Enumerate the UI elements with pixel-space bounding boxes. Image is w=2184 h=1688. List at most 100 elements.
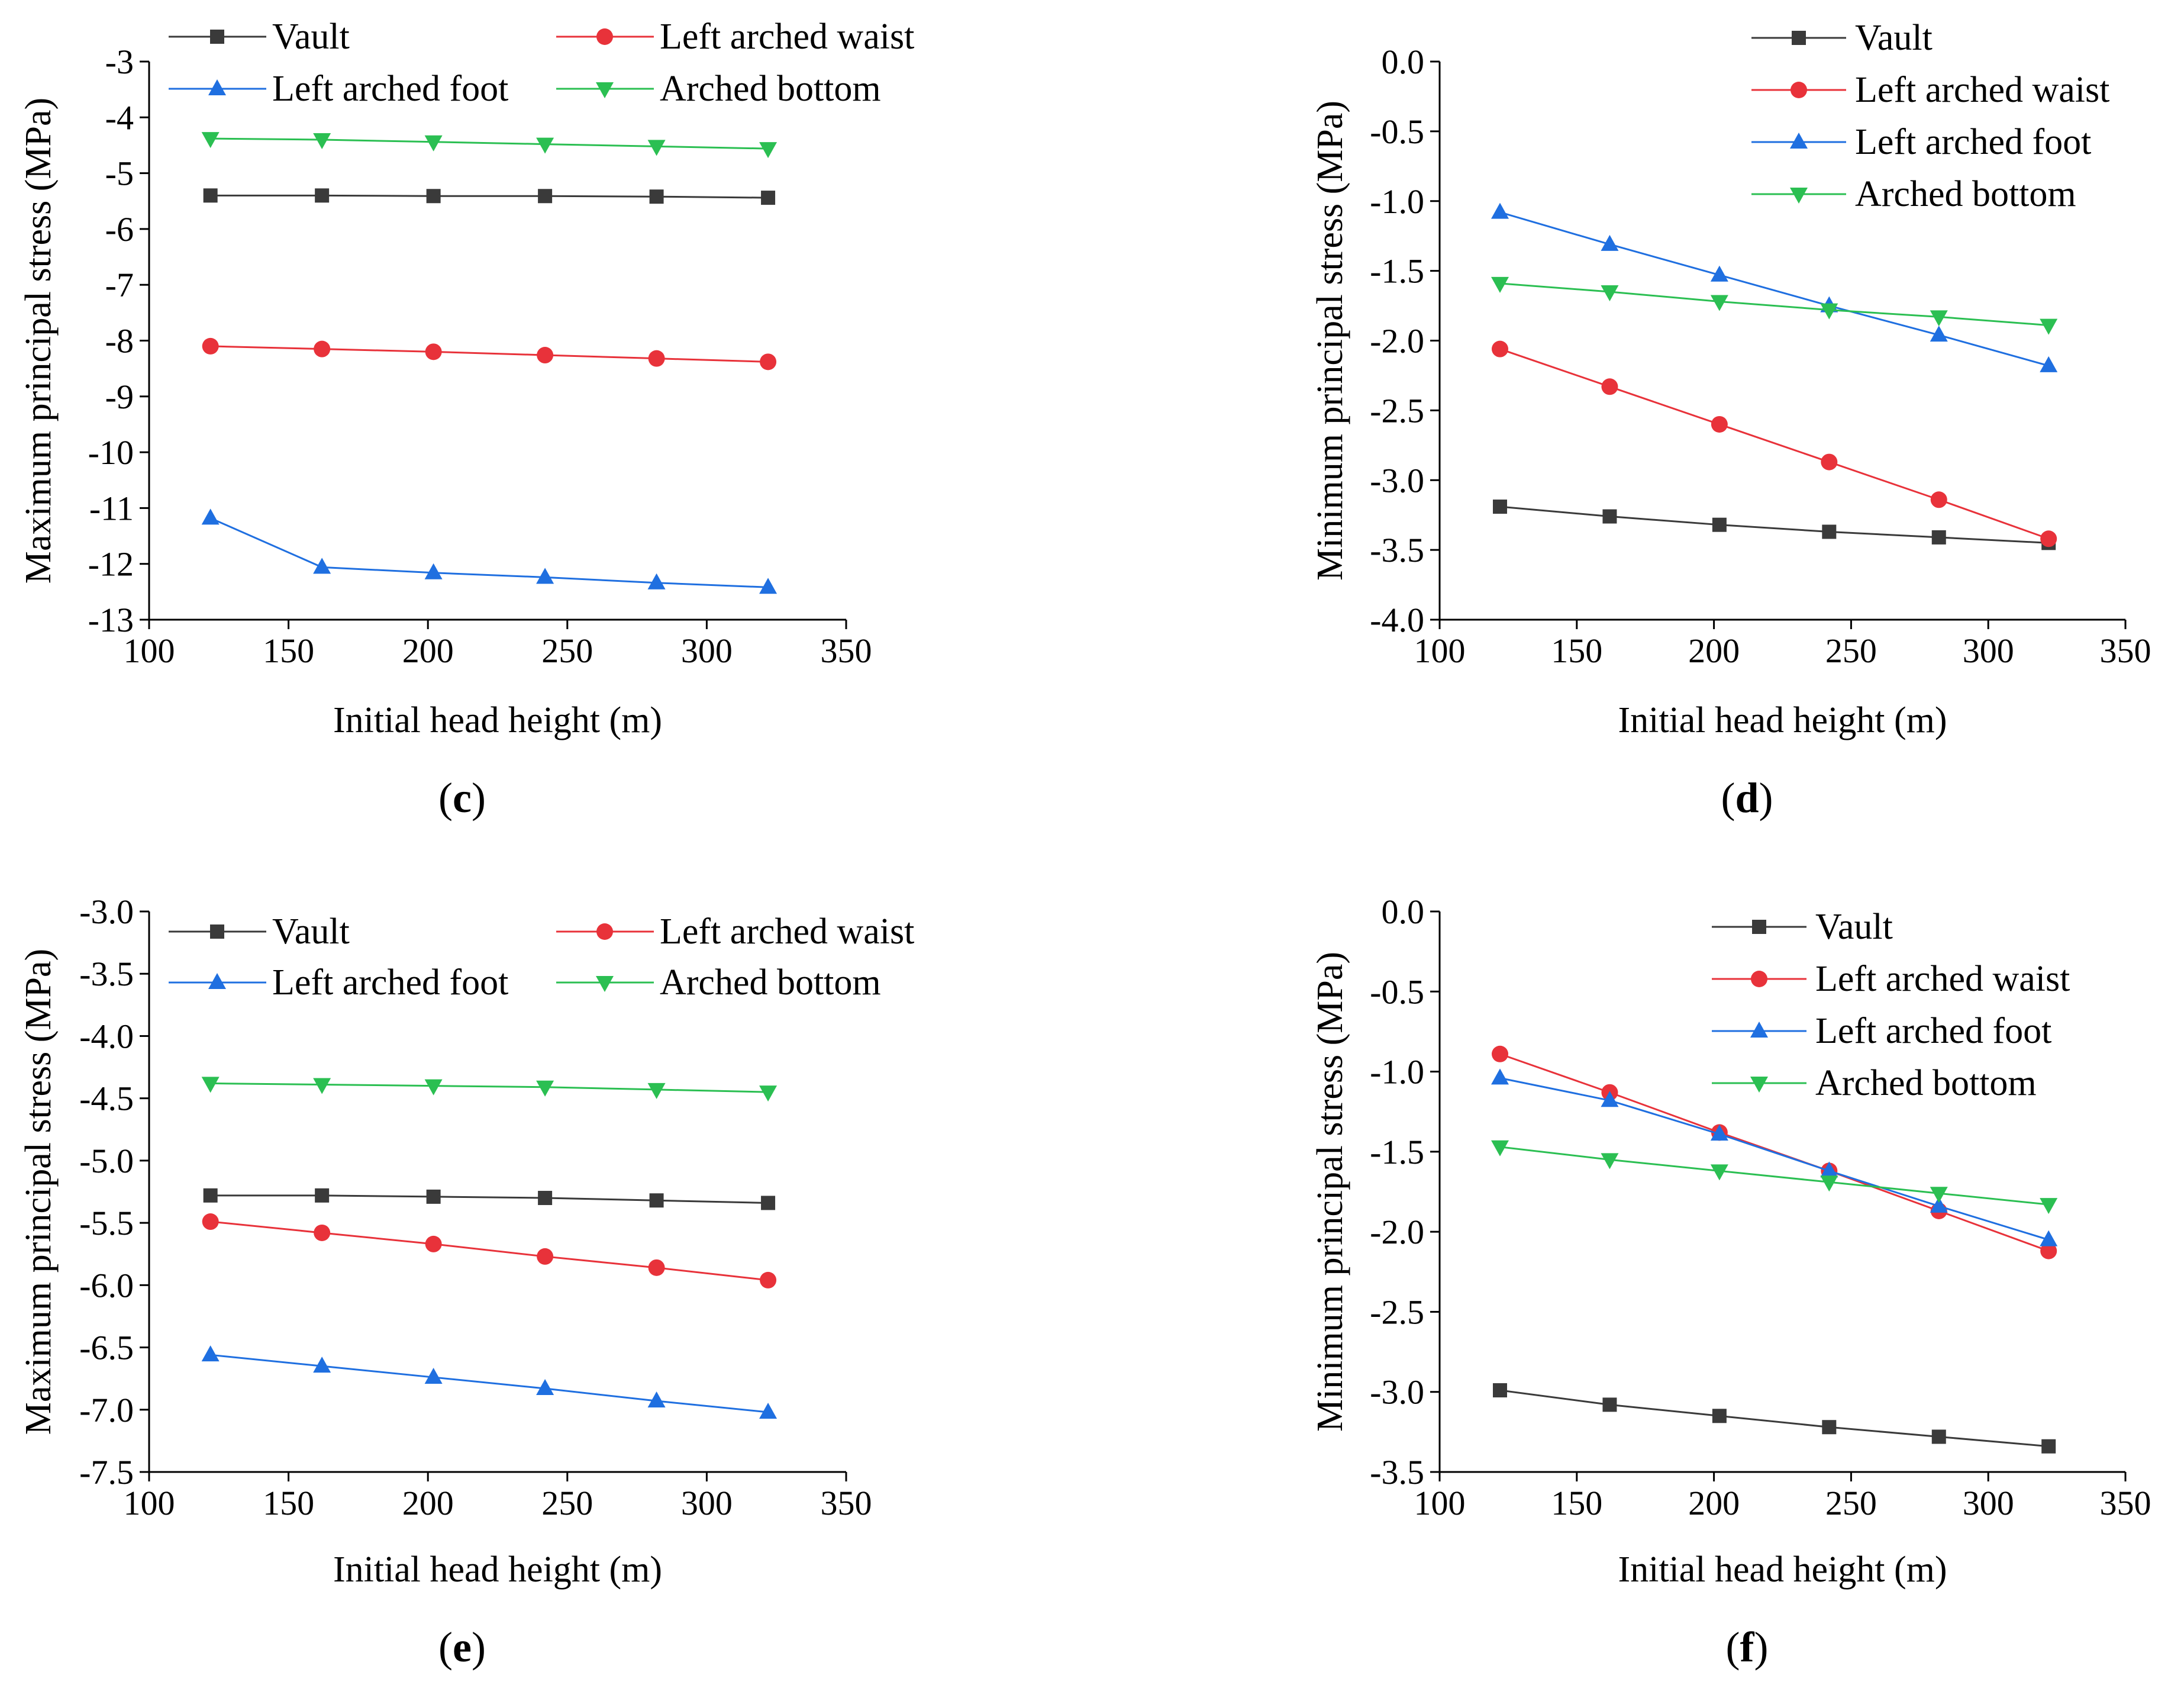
y-tick-label: -4.0 [1370,601,1424,639]
series-left-arched-waist [202,337,777,371]
data-point-arched-bottom [1930,310,1948,327]
data-point-left-arched-foot [647,573,666,589]
x-tick-label: 300 [681,632,733,670]
data-point-vault [1931,1429,1946,1444]
y-tick-label: -4.0 [79,1017,134,1055]
x-tick-label: 350 [821,1484,872,1522]
series-vault [1492,500,2056,550]
x-tick-label: 350 [2100,1484,2151,1522]
x-tick-label: 150 [1551,1484,1602,1522]
data-point-left-arched-foot [313,558,331,574]
data-point-arched-bottom [1930,1187,1948,1203]
legend-marker-left-arched-foot [208,79,226,95]
data-point-left-arched-waist [1711,415,1728,433]
chart-panel-d: 100 150 200 250 300 350 0.0 -0.5 -1.0 -1.5 -2.0 -2.… [1310,18,2151,822]
data-point-arched-bottom [2040,1198,2058,1215]
y-tick-label: -0.5 [1370,112,1424,151]
y-tick-label: -3 [105,43,134,81]
x-tick-label: 200 [402,632,454,670]
x-axis-title: Initial head height (m) [333,1550,662,1590]
data-point-left-arched-waist [1601,378,1618,395]
x-tick-label: 150 [1551,632,1602,670]
data-point-arched-bottom [424,1079,443,1096]
x-tick-label: 250 [541,632,593,670]
legend: Vault Left arched waist Left arched foot Ar… [169,911,914,1003]
data-point-left-arched-waist [648,1259,665,1276]
y-tick-label: -3.0 [1370,1373,1424,1412]
data-point-left-arched-foot [1930,326,1948,342]
data-point-arched-bottom [1820,1175,1838,1192]
data-point-vault [203,1188,218,1203]
data-point-vault [1931,530,1946,545]
series-arched-bottom [201,1077,778,1102]
x-tick-label: 300 [681,1484,733,1522]
data-point-left-arched-waist [425,343,442,360]
data-point-arched-bottom [1820,303,1838,320]
y-tick-label: -8 [105,322,134,360]
x-axis-title: Initial head height (m) [1618,1550,1947,1590]
legend-label: Vault [272,17,350,57]
legend-item-vault: Vault [1712,907,1893,947]
data-point-arched-bottom [1710,295,1728,311]
data-point-left-arched-waist [1491,340,1508,357]
y-tick-label: -7 [105,266,134,304]
legend-marker-vault [210,30,224,44]
data-point-arched-bottom [1491,276,1509,293]
y-tick-label: -2.5 [1370,391,1424,430]
data-point-arched-bottom [1491,1140,1509,1157]
data-point-left-arched-foot [1930,1196,1948,1213]
data-point-vault [649,189,664,204]
data-point-vault [649,1193,664,1208]
legend-item-left-arched-waist: Left arched waist [556,17,914,57]
legend-marker-left-arched-waist [596,28,613,45]
legend-label: Arched bottom [660,69,881,109]
y-tick-label: -7.5 [79,1453,134,1492]
x-tick-label: 300 [1963,1484,2014,1522]
legend-label: Arched bottom [1815,1063,2037,1103]
y-tick-label: -3.5 [1370,531,1424,569]
y-tick-label: -11 [89,489,134,527]
x-tick-label: 150 [263,632,314,670]
legend-item-left-arched-waist: Left arched waist [1712,959,2070,999]
series-line-arched-bottom [1499,282,2049,327]
legend-marker-arched-bottom [1790,188,1808,204]
data-point-left-arched-foot [1710,1125,1728,1141]
legend-item-arched-bottom: Arched bottom [556,962,881,1003]
data-point-arched-bottom [201,132,220,149]
y-tick-label: -1.0 [1370,182,1424,221]
legend-item-left-arched-foot: Left arched foot [1751,122,2091,162]
y-tick-label: -1.0 [1370,1053,1424,1091]
data-point-left-arched-waist [1930,491,1947,508]
data-point-arched-bottom [424,135,443,152]
x-tick-label: 250 [1825,632,1877,670]
series-arched-bottom [1491,1140,2058,1215]
x-tick-label: 100 [124,632,175,670]
x-axis-title: Initial head height (m) [1618,700,1947,740]
data-point-left-arched-foot [647,1391,666,1408]
y-tick-label: -2.0 [1370,1213,1424,1251]
series-line-left-arched-foot [1499,211,2049,367]
data-point-left-arched-foot [2040,356,2058,372]
legend-item-arched-bottom: Arched bottom [1751,174,2076,214]
legend-marker-vault [1752,920,1766,934]
legend-label: Vault [1815,907,1893,947]
series-left-arched-foot [1491,1068,2058,1246]
data-point-left-arched-waist [537,1248,554,1265]
data-point-vault [2041,1439,2056,1454]
legend-marker-vault [210,924,224,939]
legend-label: Left arched foot [1815,1011,2051,1051]
series-line-left-arched-foot [1499,1077,2049,1241]
legend-label: Vault [272,911,350,952]
series-line-arched-bottom [210,1082,769,1093]
data-point-left-arched-foot [1491,202,1509,219]
y-tick-label: -3.0 [79,893,134,931]
legend-item-vault: Vault [169,911,350,952]
legend-marker-left-arched-waist [1751,971,1767,987]
data-point-vault [1492,500,1507,514]
series-left-arched-foot [201,1345,778,1419]
y-tick-label: -0.5 [1370,972,1424,1011]
legend-label: Vault [1855,18,1933,58]
series-line-left-arched-foot [210,517,769,588]
series-left-arched-foot [201,508,778,594]
